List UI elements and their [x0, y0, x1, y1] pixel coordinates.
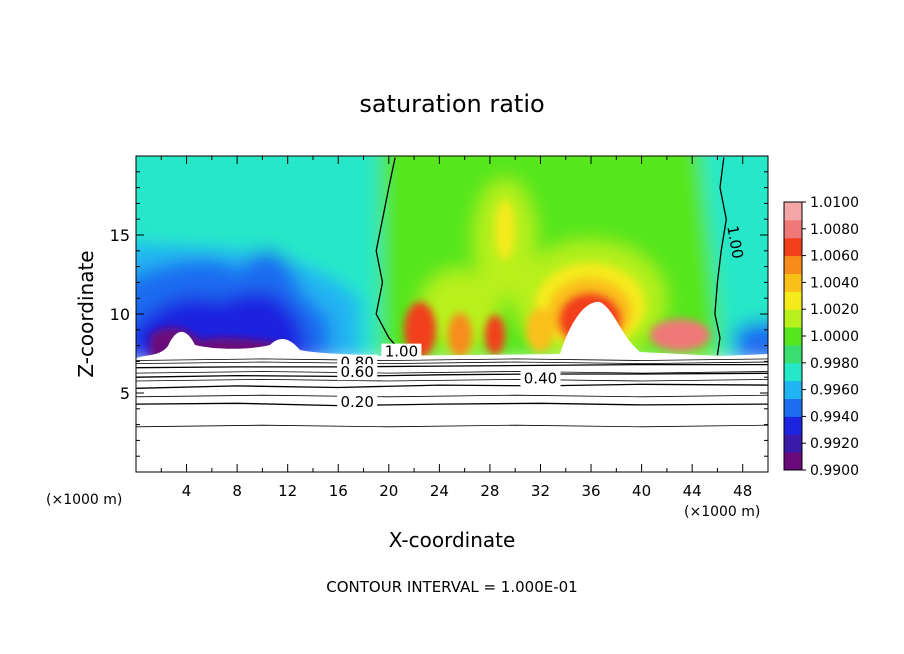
colorbar-swatch	[784, 327, 802, 346]
contour-line	[136, 402, 768, 407]
x-axis: 4 8 12 16 20 24 28 32 36 40 44 48	[160, 156, 752, 500]
contour-line	[136, 378, 768, 382]
colorbar: 1.0100 1.0080 1.0060 1.0040 1.0020 1.0000 0.99…	[783, 195, 859, 479]
contour-line	[136, 372, 768, 378]
contour-label: 1.00	[723, 224, 747, 260]
colorbar-swatch	[784, 309, 802, 328]
contour-label: 1.00	[381, 343, 422, 361]
contour-line	[136, 371, 768, 374]
contour-line	[136, 394, 768, 398]
contour-label-text: 1.00	[723, 224, 747, 260]
colorbar-label: 0.9920	[810, 436, 859, 452]
plot-area: 1.001.000.800.60 0.400.20	[136, 156, 768, 472]
colorbar-label: 1.0040	[810, 275, 859, 291]
colorbar-label: 1.0080	[810, 222, 859, 238]
colorbar-swatch	[784, 380, 802, 400]
y-tick-label: 10	[110, 305, 130, 324]
y-axis-label: Z-coordinate	[74, 250, 98, 377]
y-tick-label: 15	[110, 226, 130, 245]
colorbar-swatch	[784, 344, 802, 364]
colorbar-swatch	[784, 291, 802, 310]
x-tick-label: 36	[581, 482, 600, 500]
x-unit-right: (×1000 m)	[684, 504, 760, 520]
colorbar-swatch	[784, 219, 802, 239]
chart-title: saturation ratio	[359, 90, 544, 118]
x-tick-label: 4	[182, 482, 192, 500]
x-tick-label: 24	[430, 482, 449, 500]
contour-label-text: 0.40	[524, 370, 557, 388]
contour-line	[136, 358, 768, 361]
colorbar-label: 0.9900	[810, 463, 859, 479]
colorbar-label: 1.0100	[810, 195, 859, 211]
contour-label-text: 0.60	[340, 363, 373, 381]
x-tick-label: 44	[683, 482, 702, 500]
contour-line	[136, 361, 768, 365]
x-tick-label: 12	[278, 482, 297, 500]
x-tick-label: 28	[480, 482, 499, 500]
colorbar-swatch	[784, 398, 802, 417]
colorbar-swatch	[784, 362, 802, 382]
x-unit-left: (×1000 m)	[46, 492, 122, 508]
colorbar-label: 1.0000	[810, 329, 859, 345]
x-tick-label: 20	[379, 482, 398, 500]
colorbar-label: 0.9980	[810, 356, 859, 372]
colorbar-label: 1.0060	[810, 249, 859, 265]
colorbar-swatch	[784, 237, 802, 257]
y-axis: 5 10 15	[110, 171, 768, 457]
contour-label: 0.40	[520, 370, 561, 388]
contour-line	[136, 383, 768, 389]
colorbar-swatch	[784, 273, 802, 292]
colorbar-swatch	[784, 202, 802, 221]
colorbar-swatch	[784, 416, 802, 435]
contour-line	[136, 424, 768, 428]
contour-label-text: 0.20	[340, 393, 373, 411]
contour-label: 0.60	[337, 363, 378, 381]
y-tick-label: 5	[120, 384, 130, 403]
contour-interval-footer: CONTOUR INTERVAL = 1.000E-01	[326, 578, 577, 596]
x-tick-label: 32	[531, 482, 550, 500]
contour-label-text: 1.00	[385, 343, 418, 361]
colorbar-swatch	[784, 255, 802, 274]
x-tick-label: 40	[632, 482, 651, 500]
x-axis-label: X-coordinate	[389, 528, 516, 552]
contour-line	[714, 157, 727, 356]
contour-line	[136, 363, 768, 369]
colorbar-swatch	[784, 452, 802, 471]
colorbar-label: 1.0020	[810, 302, 859, 318]
colorbar-swatch	[784, 434, 802, 453]
colorbar-label: 0.9960	[810, 383, 859, 399]
contour-label: 0.20	[337, 393, 378, 411]
x-tick-label: 48	[733, 482, 752, 500]
x-tick-label: 16	[329, 482, 348, 500]
x-tick-label: 8	[232, 482, 242, 500]
colorbar-label: 0.9940	[810, 409, 859, 425]
